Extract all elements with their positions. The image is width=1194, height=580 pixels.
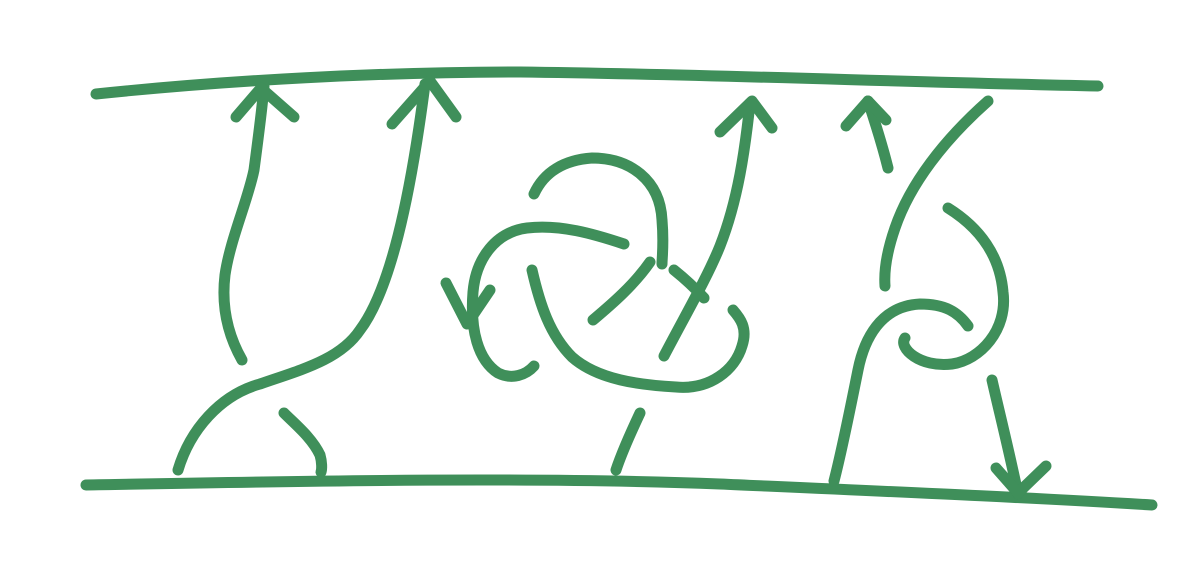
right-strand-rising: [828, 298, 974, 487]
diagram-strokes: [80, 66, 1158, 511]
right-loop: [898, 202, 1010, 370]
left-strand-1: [172, 78, 431, 476]
central-strand-cross: [526, 264, 750, 393]
left-strand-2: [218, 80, 270, 366]
arrow-up-icon: [230, 82, 300, 123]
arrow-up-icon: [386, 75, 462, 130]
central-loop-top: [528, 152, 669, 270]
central-strand-rising: [658, 97, 756, 362]
arrow-up-icon: [714, 95, 778, 138]
arrow-up-icon: [840, 95, 892, 132]
right-strand-exit: [986, 374, 1024, 500]
central-loop-left: [466, 221, 630, 382]
central-strand-inner: [587, 256, 656, 326]
arrow-down-icon: [990, 460, 1052, 499]
central-strand-bottom: [610, 407, 646, 476]
top-boundary-line: [90, 66, 1104, 100]
bottom-boundary-line: [80, 474, 1158, 511]
left-strand-3: [278, 407, 328, 478]
arrow-heads: [230, 75, 1052, 499]
arrow-left-icon: [440, 277, 496, 330]
right-strand-descending: [879, 95, 994, 292]
